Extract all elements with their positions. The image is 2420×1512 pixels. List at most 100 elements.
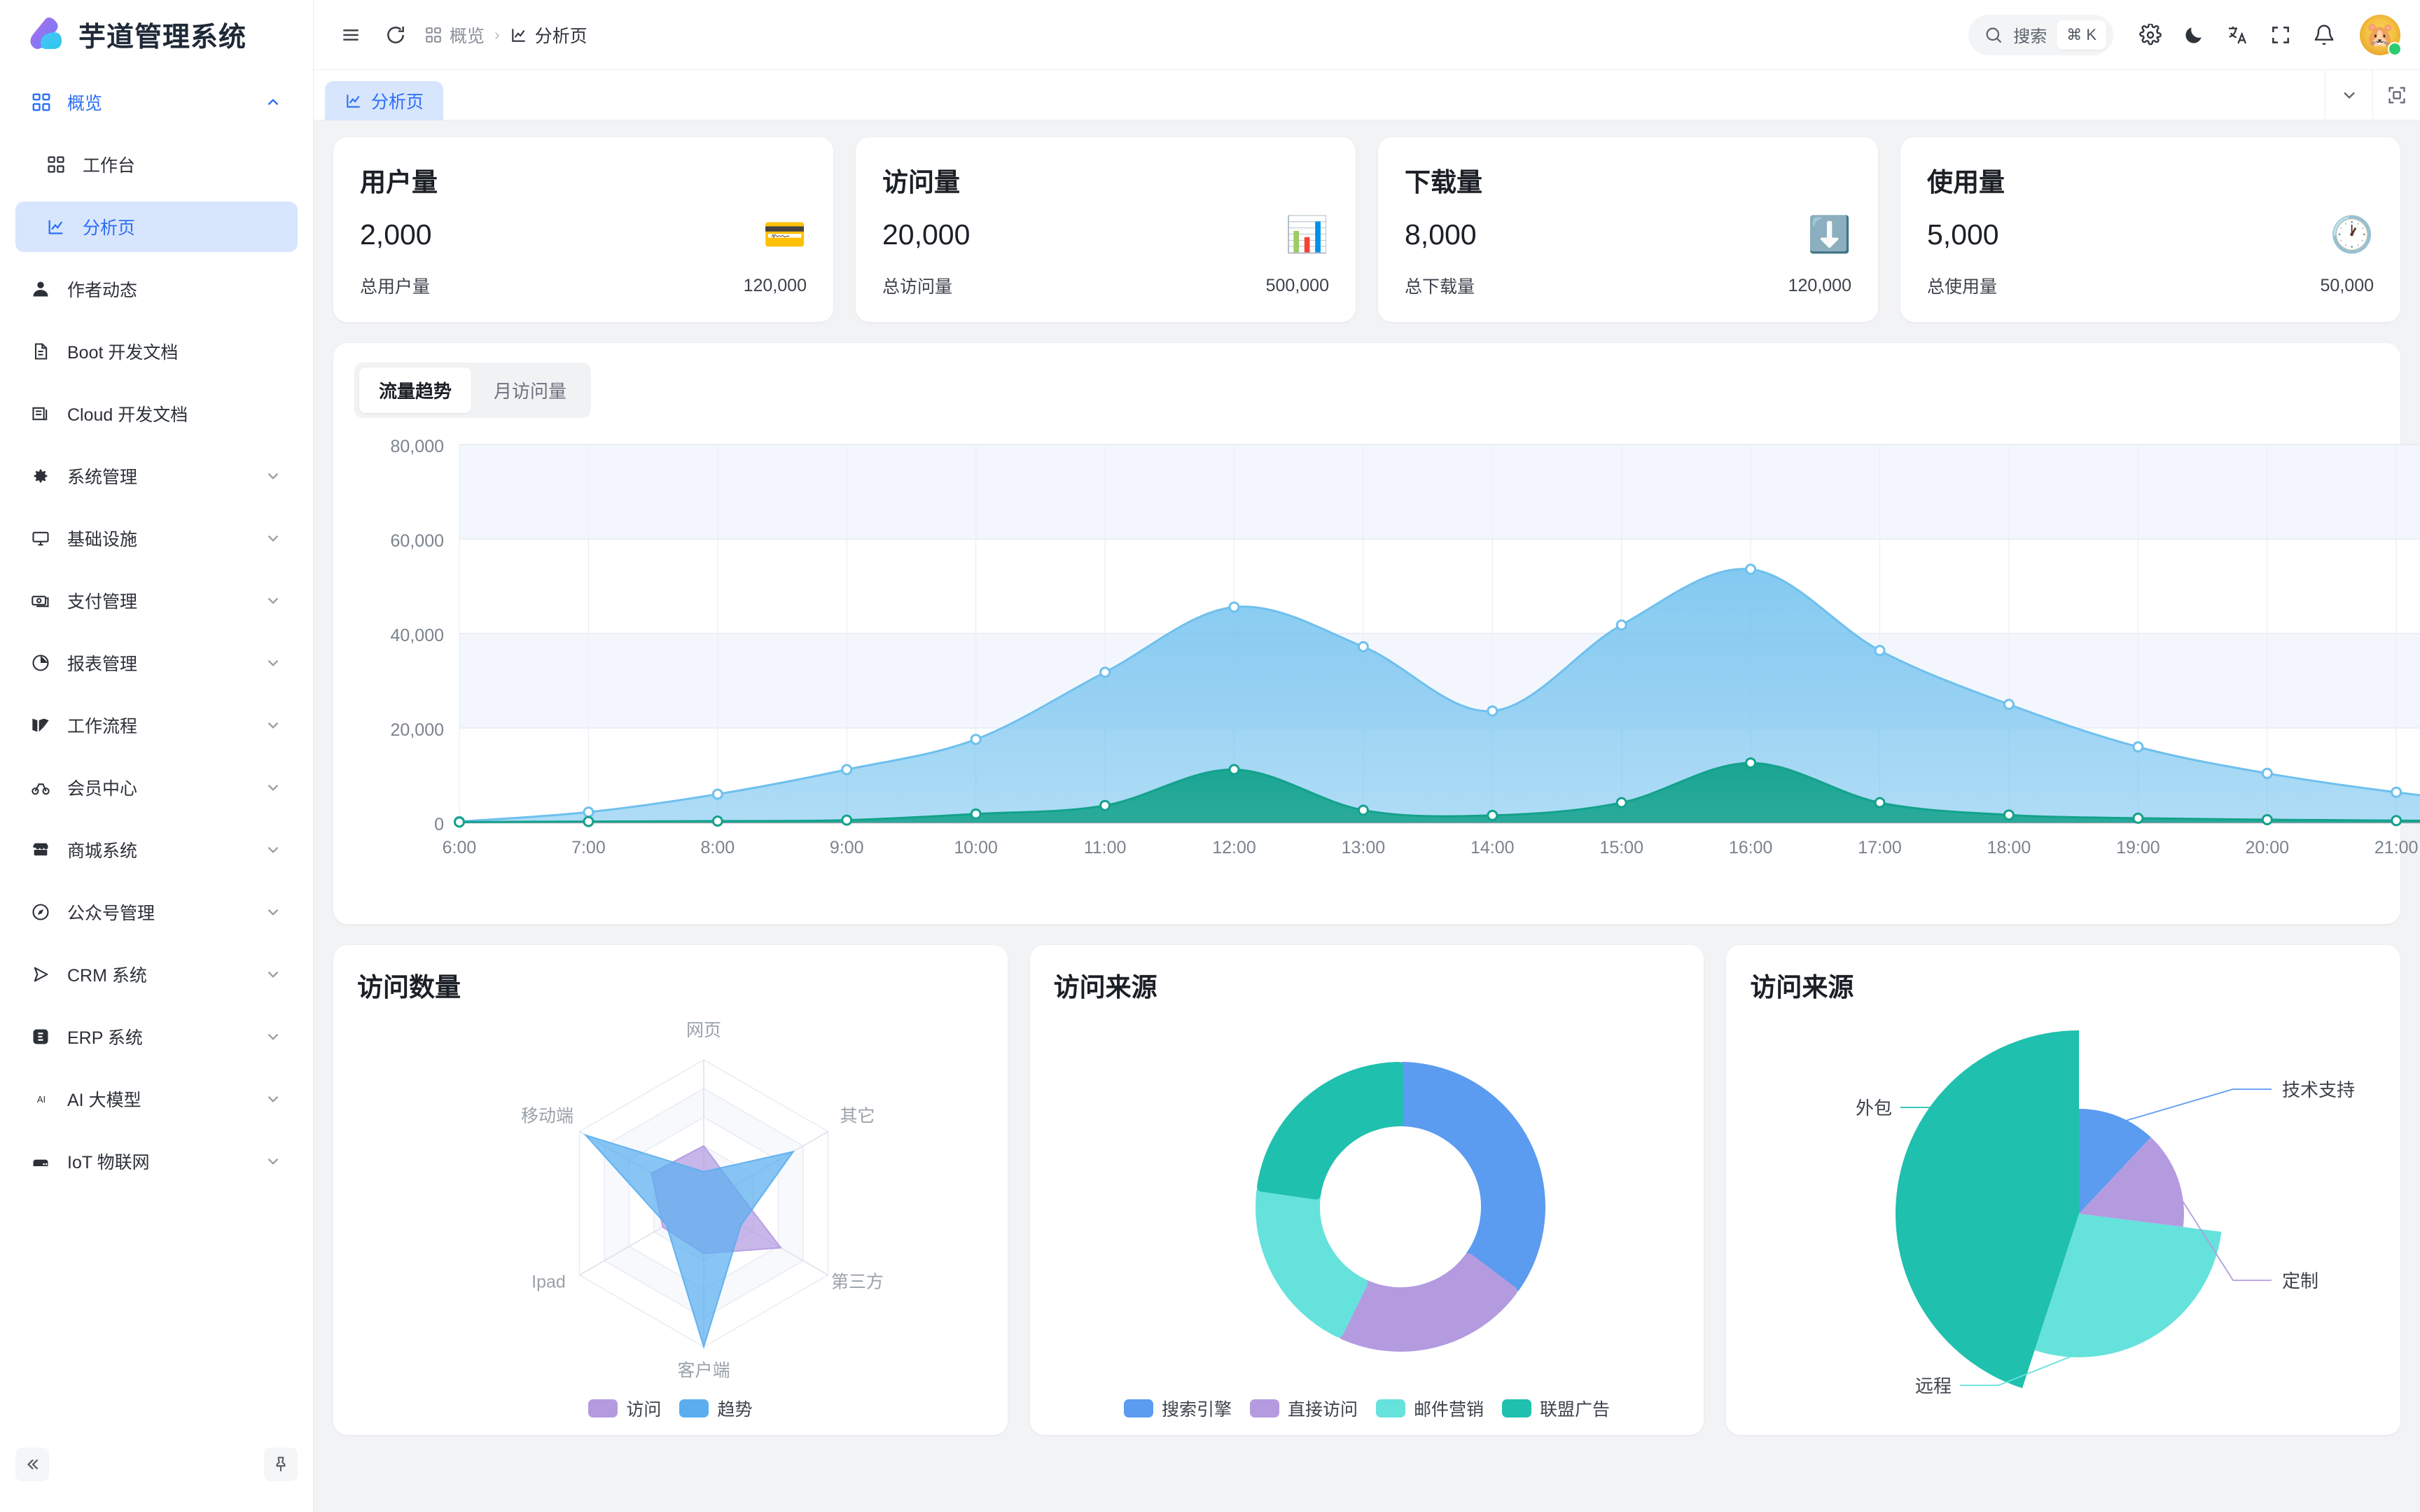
hamburger-icon[interactable] — [335, 19, 367, 51]
sidebar-item-mp[interactable]: 公众号管理 — [15, 887, 298, 937]
content: 用户量 2,000 💳 总用户量 120,000 访问量 20,000 📊 — [314, 120, 2420, 1512]
sidebar-item-label: Cloud 开发文档 — [67, 405, 188, 425]
sidebar-item-workflow[interactable]: 工作流程 — [15, 700, 298, 750]
card-title: 访问来源 — [1053, 973, 1157, 1002]
notifications-button[interactable] — [2305, 16, 2343, 54]
card-title: 访问来源 — [1750, 973, 1854, 1002]
svg-text:12:00: 12:00 — [1212, 838, 1256, 858]
svg-text:AI: AI — [37, 1094, 46, 1105]
donut-card: 访问来源 搜索引擎 直接访问 — [1029, 945, 1704, 1435]
stat-total-value: 120,000 — [1788, 275, 1851, 295]
sidebar-item-label: 系统管理 — [67, 468, 138, 487]
status-badge — [2388, 41, 2402, 56]
sidebar-item-ai[interactable]: AI AI 大模型 — [15, 1074, 298, 1124]
tab-dropdown-button[interactable] — [2325, 69, 2372, 120]
legend-label: 搜索引擎 — [1161, 1400, 1232, 1420]
svg-text:40,000: 40,000 — [391, 626, 444, 645]
chart-icon — [510, 26, 528, 44]
svg-text:21:00: 21:00 — [2374, 838, 2419, 858]
sidebar-item-author[interactable]: 作者动态 — [15, 264, 298, 314]
sidebar-item-label: 分析页 — [83, 218, 136, 238]
area-chart: 80,000 60,000 40,000 20,000 0 6:00 7:00 8:00 9:0… — [354, 430, 2420, 892]
erp-icon — [31, 1027, 57, 1046]
sidebar-item-cloud-docs[interactable]: Cloud 开发文档 — [15, 388, 298, 439]
donut-chart — [1054, 1004, 1681, 1382]
legend-item[interactable]: 邮件营销 — [1376, 1396, 1484, 1421]
sidebar-collapse-button[interactable] — [15, 1448, 49, 1481]
svg-text:移动端: 移动端 — [521, 1107, 573, 1126]
sidebar-item-member[interactable]: 会员中心 — [15, 762, 298, 813]
sidebar-item-system[interactable]: 系统管理 — [15, 451, 298, 501]
dark-mode-button[interactable] — [2175, 16, 2213, 54]
tab-analysis[interactable]: 分析页 — [325, 80, 444, 120]
svg-text:18:00: 18:00 — [1987, 838, 2031, 858]
chart-icon — [345, 92, 363, 110]
sidebar-item-mall[interactable]: 商城系统 — [15, 825, 298, 875]
brand-title: 芋道管理系统 — [78, 22, 247, 52]
user-icon — [31, 279, 57, 299]
chevron-down-icon — [2339, 85, 2359, 105]
sidebar: 芋道管理系统 概览 — [0, 0, 314, 1512]
sidebar-pin-button[interactable] — [264, 1448, 298, 1481]
sidebar-item-erp[interactable]: ERP 系统 — [15, 1011, 298, 1062]
sidebar-item-label: 会员中心 — [67, 779, 138, 799]
documents-icon — [31, 404, 57, 424]
settings-button[interactable] — [2132, 16, 2169, 54]
sidebar-item-crm[interactable]: CRM 系统 — [15, 949, 298, 1000]
svg-text:20:00: 20:00 — [2245, 838, 2289, 858]
language-button[interactable] — [2218, 16, 2256, 54]
chevron-up-icon — [264, 93, 282, 111]
sidebar-item-payment[interactable]: 支付管理 — [15, 575, 298, 626]
breadcrumb-separator: › — [494, 25, 500, 43]
search-button[interactable]: 搜索 ⌘ K — [1968, 14, 2113, 55]
sidebar-item-label: 商城系统 — [67, 841, 138, 861]
content-fullscreen-button[interactable] — [2372, 69, 2420, 120]
topbar: 概览 › 分析页 — [314, 0, 2420, 70]
trend-tabs: 流量趋势 月访问量 — [354, 363, 592, 418]
sidebar-item-label: 公众号管理 — [67, 904, 155, 923]
sidebar-item-boot-docs[interactable]: Boot 开发文档 — [15, 326, 298, 377]
clock-icon: 🕐 — [2330, 215, 2374, 254]
sidebar-item-workbench[interactable]: 工作台 — [15, 139, 298, 190]
sidebar-item-infra[interactable]: 基础设施 — [15, 513, 298, 564]
sidebar-item-report[interactable]: 报表管理 — [15, 638, 298, 688]
leaf-logo-icon — [25, 15, 64, 55]
stat-cards: 用户量 2,000 💳 总用户量 120,000 访问量 20,000 📊 — [333, 137, 2400, 322]
stat-title: 使用量 — [1927, 168, 2005, 197]
legend-item[interactable]: 联盟广告 — [1502, 1396, 1610, 1421]
legend-swatch — [679, 1399, 709, 1418]
tabbar: 分析页 — [314, 69, 2420, 120]
sidebar-item-label: AI 大模型 — [67, 1091, 141, 1110]
trend-tab-monthly[interactable]: 月访问量 — [494, 381, 567, 402]
legend-item[interactable]: 搜索引擎 — [1123, 1396, 1232, 1421]
sidebar-item-iot[interactable]: IoT 物联网 — [15, 1136, 298, 1186]
stat-value: 8,000 — [1405, 218, 1477, 251]
breadcrumb-item-overview[interactable]: 概览 — [424, 22, 485, 48]
legend-item[interactable]: 直接访问 — [1249, 1396, 1358, 1421]
sidebar-item-analysis[interactable]: 分析页 — [15, 202, 298, 252]
chevron-down-icon — [264, 592, 282, 610]
svg-text:第三方: 第三方 — [831, 1273, 884, 1292]
refresh-icon[interactable] — [380, 19, 412, 51]
sidebar-item-overview[interactable]: 概览 — [15, 77, 298, 127]
legend-swatch — [588, 1399, 618, 1418]
legend-swatch — [1123, 1399, 1153, 1418]
sidebar-item-label: 支付管理 — [67, 592, 138, 612]
sidebar-item-label: 报表管理 — [67, 654, 138, 674]
sidebar-item-label: 作者动态 — [67, 281, 138, 300]
avatar[interactable]: 🐹 — [2360, 14, 2402, 56]
trend-tab-traffic[interactable]: 流量趋势 — [359, 368, 472, 413]
search-label: 搜索 — [2013, 27, 2047, 46]
breadcrumb-item-analysis[interactable]: 分析页 — [510, 22, 587, 48]
legend-item[interactable]: 趋势 — [679, 1396, 752, 1421]
brand-logo[interactable]: 芋道管理系统 — [0, 0, 313, 70]
sidebar-item-label: ERP 系统 — [67, 1028, 143, 1048]
stat-card-usage: 使用量 5,000 🕐 总使用量 50,000 — [1900, 137, 2400, 322]
fullscreen-button[interactable] — [2262, 16, 2300, 54]
breadcrumb: 概览 › 分析页 — [424, 22, 587, 48]
svg-text:10:00: 10:00 — [954, 838, 998, 858]
legend-item[interactable]: 访问 — [588, 1396, 661, 1421]
search-shortcut: ⌘ K — [2057, 20, 2106, 50]
chevron-down-icon — [264, 903, 282, 921]
chevron-down-icon — [264, 1028, 282, 1046]
